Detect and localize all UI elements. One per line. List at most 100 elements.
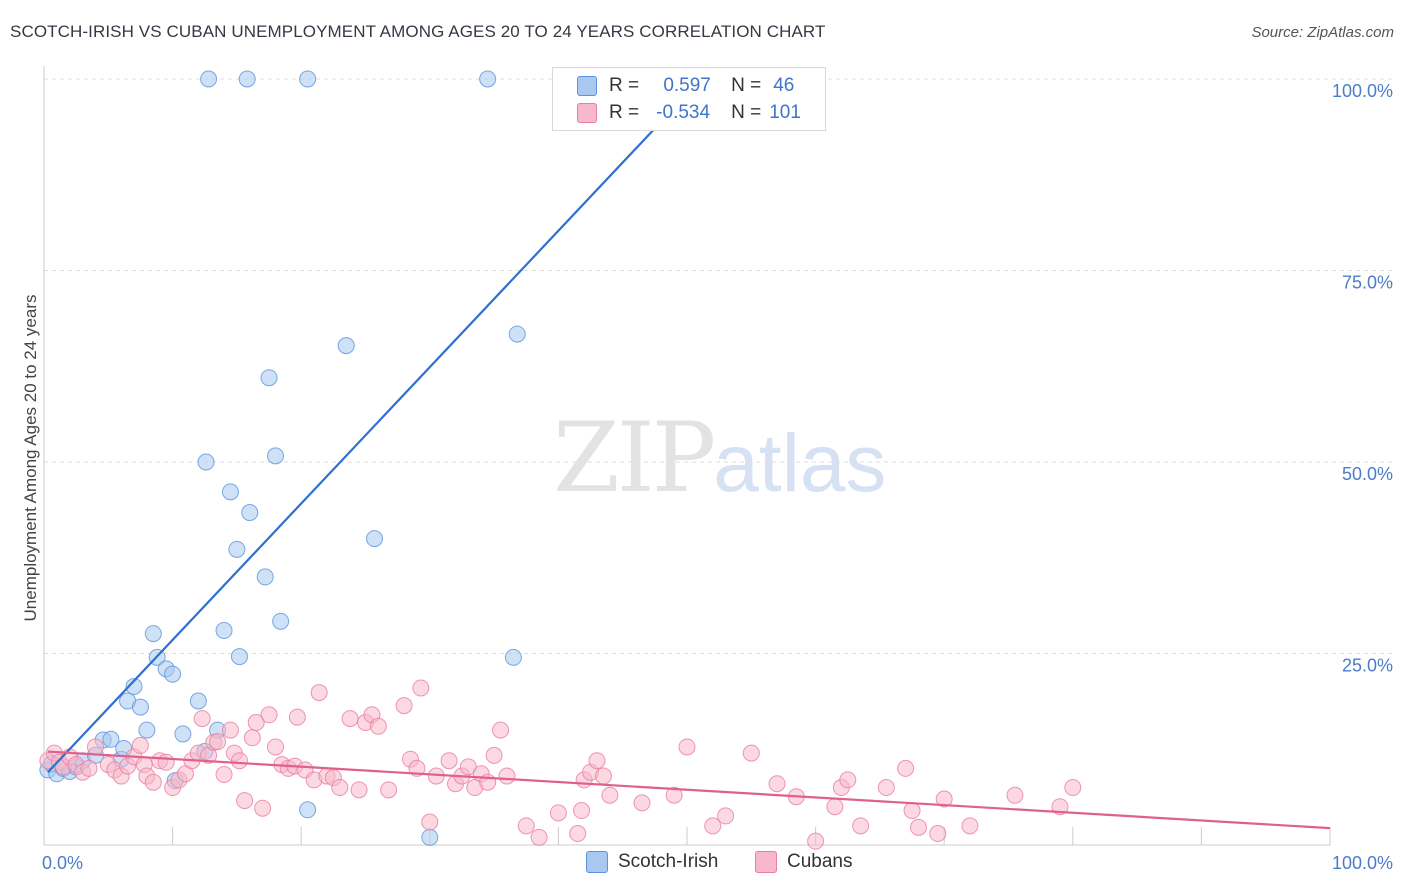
scotch-irish-point [189, 692, 207, 710]
cuban-point [485, 746, 503, 764]
legend-r-label: R = [609, 102, 640, 123]
scotch-irish-point [215, 622, 233, 640]
legend-r-value: 0.597 [663, 75, 711, 96]
cuban-point [310, 684, 328, 702]
cuban-point [144, 773, 162, 791]
scotch-irish-point [299, 70, 317, 88]
cuban-point [569, 825, 587, 843]
cuban-point [331, 779, 349, 797]
legend-n-value: 101 [769, 102, 801, 123]
scotch-irish-point [508, 325, 526, 343]
scotch-irish-point [197, 453, 215, 471]
scotch-irish-point [272, 612, 290, 630]
cuban-point [1006, 786, 1024, 804]
bottom-legend-swatch [586, 851, 608, 873]
cuban-point [440, 752, 458, 770]
scotch-irish-point [260, 369, 278, 387]
scotch-irish-point [266, 447, 284, 465]
cuban-point [421, 813, 439, 831]
cuban-point [717, 807, 735, 825]
y-tick-label: 75.0% [1342, 273, 1393, 293]
cuban-point [768, 775, 786, 793]
scotch-irish-point [164, 665, 182, 683]
scotch-irish-point [421, 828, 439, 846]
cuban-point [209, 733, 227, 751]
cuban-point [157, 753, 175, 771]
cuban-point [1064, 779, 1082, 797]
cuban-point [412, 679, 430, 697]
scotch-irish-point [504, 648, 522, 666]
scotch-irish-point [241, 504, 259, 522]
scotch-irish-point [256, 568, 274, 586]
cuban-point [665, 786, 683, 804]
cuban-point [909, 818, 927, 836]
scotch-irish-point [299, 801, 317, 819]
cuban-point [193, 710, 211, 728]
scotch-irish-point [200, 70, 218, 88]
tick-labels: 25.0% 50.0% 75.0% 100.0% 0.0% 100.0% [42, 81, 1393, 873]
cuban-point [254, 799, 272, 817]
cuban-point [826, 798, 844, 816]
cuban-point [573, 802, 591, 820]
scotch-irish-point [102, 730, 120, 748]
legend-n-label: N = [731, 75, 762, 96]
bottom-legend-swatch [755, 851, 777, 873]
legend-swatch-cubans [577, 103, 597, 123]
cuban-point [517, 817, 535, 835]
cuban-point [215, 766, 233, 784]
scotch-irish-point [366, 530, 384, 548]
cuban-point [498, 767, 516, 785]
cuban-point [807, 832, 825, 850]
legend-swatch-scotch-irish [577, 76, 597, 96]
cuban-point [341, 710, 359, 728]
cuban-point [601, 786, 619, 804]
cuban-point [236, 792, 254, 810]
chart-title: SCOTCH-IRISH VS CUBAN UNEMPLOYMENT AMONG… [10, 22, 826, 41]
cuban-point [961, 817, 979, 835]
cuban-point [903, 802, 921, 820]
cuban-point [260, 706, 278, 724]
legend-n-value: 46 [773, 75, 795, 96]
scotch-irish-trend-line [47, 93, 688, 773]
scotch-irish-point [238, 70, 256, 88]
cuban-point [131, 736, 149, 754]
cuban-point [839, 771, 857, 789]
watermark-atlas: atlas [713, 418, 887, 509]
legend-n-label: N = [731, 102, 762, 123]
legend-row-scotch-irish: R = 0.597 N = 46 [577, 73, 794, 99]
cuban-point [221, 721, 239, 739]
legend-row-cubans: R = -0.534 N = 101 [577, 100, 801, 126]
data-points [39, 70, 1082, 850]
cuban-point [678, 738, 696, 756]
bottom-legend-cubans: Cubans [755, 851, 853, 873]
watermark-zip: ZIP [553, 402, 716, 514]
scotch-irish-point [144, 625, 162, 643]
scotch-irish-point [174, 725, 192, 743]
scotch-irish-point [230, 648, 248, 666]
trend-lines [47, 93, 1331, 830]
cuban-point [380, 781, 398, 799]
scotch-irish-point [228, 540, 246, 558]
scotch-irish-point [125, 677, 143, 695]
cuban-point [530, 828, 548, 846]
cuban-point [742, 744, 760, 762]
legend-r-label: R = [609, 75, 640, 96]
cuban-point [369, 717, 387, 735]
cuban-point [395, 697, 413, 715]
scotch-irish-point [479, 70, 497, 88]
cuban-point [549, 804, 567, 822]
cuban-point [877, 779, 895, 797]
scotch-irish-point [337, 337, 355, 355]
y-axis-label: Unemployment Among Ages 20 to 24 years [21, 295, 40, 622]
scotch-irish-point [221, 483, 239, 501]
x-tick-label: 0.0% [42, 853, 83, 873]
source-label: Source: ZipAtlas.com [1251, 24, 1394, 41]
cuban-point [633, 794, 651, 812]
y-tick-label: 25.0% [1342, 656, 1393, 676]
cuban-point [588, 752, 606, 770]
legend-r-value: -0.534 [656, 102, 711, 123]
bottom-legend-label: Cubans [787, 851, 853, 872]
cuban-point [247, 713, 265, 731]
bottom-legend-scotch-irish: Scotch-Irish [586, 851, 718, 873]
